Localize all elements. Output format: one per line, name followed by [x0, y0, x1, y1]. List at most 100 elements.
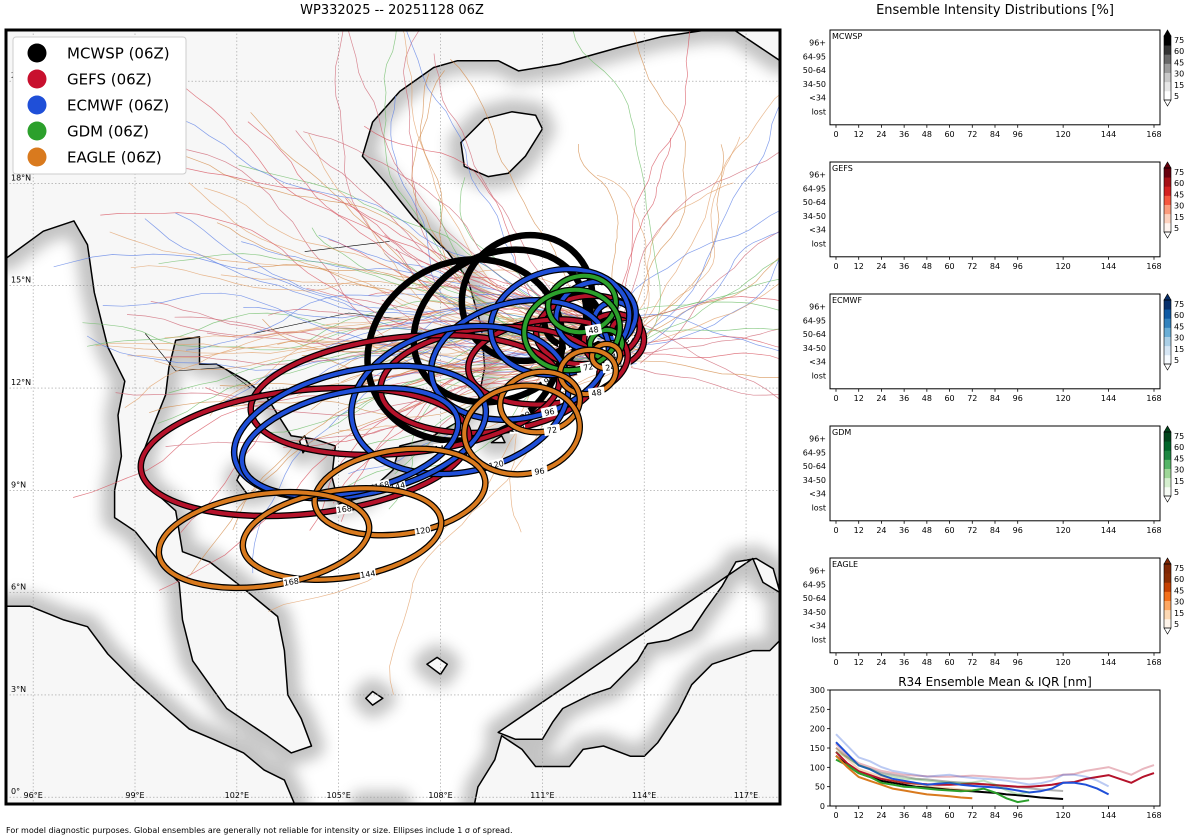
- colorbar-tick-label: 60: [1174, 575, 1184, 584]
- x-tick-label: 144: [1101, 811, 1116, 820]
- x-tick-label: 72: [967, 394, 977, 403]
- colorbar-swatch: [1164, 36, 1171, 46]
- legend-entry: MCWSP (06Z): [67, 45, 170, 63]
- ellipse-hour-label: 168: [283, 577, 299, 588]
- x-tick-label: 48: [922, 394, 932, 403]
- colorbar-swatch: [1164, 195, 1171, 205]
- x-tick-label: 168: [1146, 526, 1161, 535]
- ensemble-track: [599, 256, 780, 347]
- colorbar-tick-label: 15: [1174, 345, 1184, 354]
- x-tick-label: 60: [944, 130, 954, 139]
- colorbar-swatch: [1164, 204, 1171, 215]
- ellipse-hour-label: 96: [534, 466, 545, 476]
- colorbar-tick-label: 15: [1174, 609, 1184, 618]
- r34-mean-eagle: [835, 754, 973, 800]
- colorbar-ecmwf: 75 60 45 30 15 5: [1163, 293, 1184, 371]
- lon-label: 105°E: [327, 791, 351, 800]
- colorbar-max-arrow: [1163, 161, 1172, 169]
- colorbar-tick-label: 5: [1174, 92, 1179, 101]
- ensemble-track: [611, 282, 780, 366]
- heatmap-model-name: MCWSP: [832, 32, 862, 41]
- colorbar-tick-label: 75: [1174, 168, 1184, 177]
- ensemble-track: [613, 336, 780, 348]
- x-tick-label: 120: [1056, 394, 1071, 403]
- colorbar-tick-label: 60: [1174, 179, 1184, 188]
- x-tick-label: 36: [899, 262, 909, 271]
- intensity-category-label: 34-50: [803, 212, 826, 221]
- x-tick-label: 12: [854, 262, 864, 271]
- x-tick-label: 36: [899, 811, 909, 820]
- colorbar-max-arrow: [1163, 557, 1172, 565]
- heatmap-model-name: ECMWF: [832, 296, 862, 305]
- x-tick-label: 36: [899, 526, 909, 535]
- legend-marker: [27, 121, 47, 141]
- ellipse-hour-label: 144: [360, 569, 376, 580]
- ellipse-label-bg: [540, 405, 559, 419]
- intensity-category-label: 50-64: [803, 462, 826, 471]
- x-tick-label: 96: [1013, 811, 1023, 820]
- x-tick-label: 84: [990, 130, 1000, 139]
- lat-label: 0°: [11, 787, 20, 796]
- heatmap-frame: [829, 29, 1161, 126]
- ensemble-track: [622, 151, 780, 318]
- intensity-category-label: 34-50: [803, 80, 826, 89]
- colorbar-frame: [1163, 299, 1172, 365]
- heatmap-mcwsp: 96+ 64-95 50-64 34-50 <34 lost MCWSP 0 12 24 36 48 6…: [803, 29, 1184, 139]
- legend-entry: ECMWF (06Z): [67, 97, 169, 115]
- ensemble-track: [616, 231, 780, 363]
- x-tick-label: 60: [944, 811, 954, 820]
- intensity-category-label: 50-64: [803, 330, 826, 339]
- x-tick-label: 36: [899, 394, 909, 403]
- colorbar-swatch: [1164, 441, 1171, 451]
- x-tick-label: 96: [1013, 262, 1023, 271]
- ellipse-label-bg: [359, 567, 377, 580]
- ellipse-hour-label: 48: [591, 388, 602, 398]
- y-tick-label: 200: [810, 725, 825, 734]
- intensity-category-label: 64-95: [803, 184, 826, 193]
- ensemble-track: [167, 145, 608, 374]
- intensity-category-label: 64-95: [803, 448, 826, 457]
- intensity-category-label: <34: [809, 358, 826, 367]
- y-tick-label: 250: [810, 705, 825, 714]
- colorbar-swatch: [1164, 600, 1171, 611]
- colorbar-swatch: [1164, 168, 1171, 178]
- x-tick-label: 48: [922, 130, 932, 139]
- ellipse-label-bg: [543, 423, 561, 437]
- colorbar-min-arrow: [1163, 231, 1172, 239]
- colorbar-mcwsp: 75 60 45 30 15 5: [1163, 29, 1184, 107]
- heatmap-eagle: 96+ 64-95 50-64 34-50 <34 lost EAGLE 0 12 24 36 48 6…: [803, 557, 1184, 667]
- r34-mean-gdm: [835, 758, 1030, 804]
- ensemble-track: [619, 30, 687, 326]
- colorbar-tick-label: 30: [1174, 202, 1184, 211]
- heatmap-frame: [829, 293, 1161, 390]
- colorbar-swatch: [1164, 222, 1171, 233]
- colorbar-min-arrow: [1163, 495, 1172, 503]
- x-tick-label: 48: [922, 658, 932, 667]
- colorbar-swatch: [1164, 354, 1171, 365]
- x-tick-label: 72: [967, 262, 977, 271]
- legend-marker: [27, 147, 47, 167]
- intensity-category-label: 64-95: [803, 52, 826, 61]
- colorbar-tick-label: 5: [1174, 488, 1179, 497]
- r34-iqr-ecmwf: [835, 733, 1110, 788]
- intensity-category-label: 34-50: [803, 344, 826, 353]
- ellipse-hour-label: 24: [625, 337, 636, 347]
- x-tick-label: 144: [1101, 526, 1116, 535]
- x-tick-label: 24: [876, 811, 886, 820]
- x-tick-label: 24: [876, 526, 886, 535]
- x-tick-label: 72: [967, 130, 977, 139]
- colorbar-tick-label: 30: [1174, 70, 1184, 79]
- legend-marker: [27, 95, 47, 115]
- heatmap-gefs: 96+ 64-95 50-64 34-50 <34 lost GEFS 0 12 24 36 48 60…: [803, 161, 1184, 271]
- x-tick-label: 84: [990, 658, 1000, 667]
- r34-mean-gefs: [835, 751, 1155, 788]
- colorbar-swatch: [1164, 468, 1171, 479]
- x-tick-label: 168: [1146, 262, 1161, 271]
- intensity-category-label: <34: [809, 94, 826, 103]
- colorbar-swatch: [1164, 309, 1171, 319]
- lon-label: 99°E: [125, 791, 144, 800]
- x-tick-label: 120: [1056, 658, 1071, 667]
- colorbar-max-arrow: [1163, 293, 1172, 301]
- ensemble-track: [636, 144, 724, 336]
